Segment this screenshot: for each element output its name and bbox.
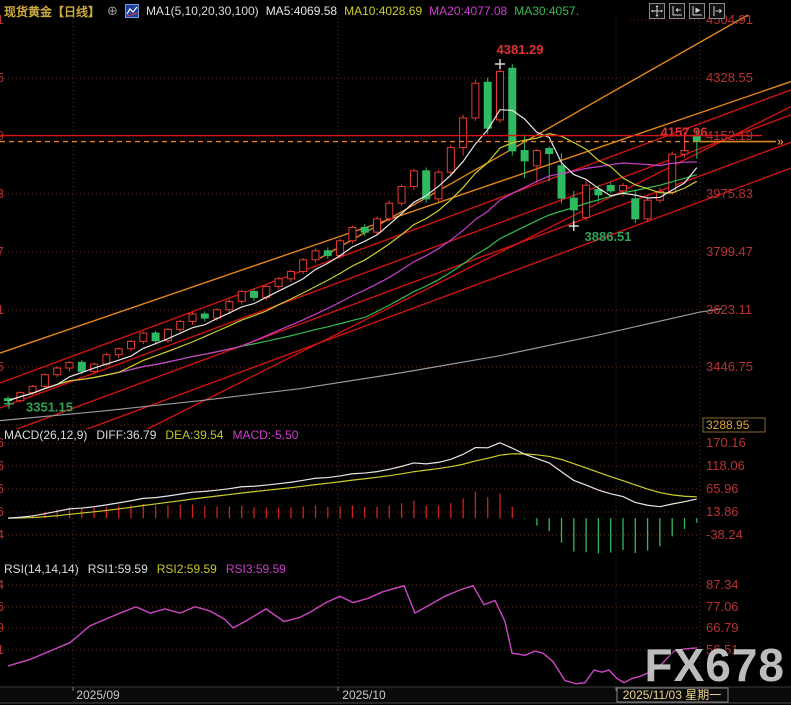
svg-text:3799.47: 3799.47 <box>706 244 753 259</box>
chart-style-icon[interactable] <box>124 4 139 18</box>
svg-text:66.79: 66.79 <box>706 620 739 635</box>
chart-toolbar <box>649 3 725 19</box>
ma30-value: MA30:4057. <box>514 4 579 18</box>
svg-text:56.51: 56.51 <box>706 642 739 657</box>
svg-text:13.86: 13.86 <box>0 504 4 519</box>
svg-text:3446.75: 3446.75 <box>706 359 753 374</box>
svg-text:87.34: 87.34 <box>0 577 4 592</box>
macd-macd-value: MACD:-5.50 <box>232 428 299 442</box>
ma10-value: MA10:4028.69 <box>344 4 423 18</box>
pan-left-icon[interactable] <box>669 3 685 19</box>
svg-text:2025/11/03 星期一: 2025/11/03 星期一 <box>623 688 722 702</box>
svg-text:»: » <box>777 135 784 149</box>
svg-text:2025/09: 2025/09 <box>76 688 120 702</box>
svg-text:-38.24: -38.24 <box>706 527 743 542</box>
exit-right-icon[interactable] <box>709 3 725 19</box>
svg-text:77.06: 77.06 <box>0 599 4 614</box>
header-title: 现货黄金【日线】 <box>4 3 100 20</box>
rsi-title[interactable]: RSI(14,14,14) <box>4 562 79 576</box>
svg-text:65.96: 65.96 <box>706 481 739 496</box>
svg-text:4152.19: 4152.19 <box>706 128 753 143</box>
pan-right-icon[interactable] <box>689 3 705 19</box>
macd-title[interactable]: MACD(26,12,9) <box>4 428 88 442</box>
svg-text:66.79: 66.79 <box>0 620 4 635</box>
svg-text:4504.91: 4504.91 <box>0 12 4 27</box>
svg-text:4152.19: 4152.19 <box>0 128 4 143</box>
symbol-title: 现货黄金 <box>4 4 53 19</box>
rsi1-value: RSI1:59.59 <box>87 562 148 576</box>
move-tool-icon[interactable] <box>649 3 665 19</box>
svg-text:-38.24: -38.24 <box>0 527 4 542</box>
svg-text:3799.47: 3799.47 <box>0 244 4 259</box>
svg-text:4381.29: 4381.29 <box>497 42 544 57</box>
svg-text:65.96: 65.96 <box>0 481 4 496</box>
ma-settings-label[interactable]: MA1(5,10,20,30,100) <box>145 4 259 18</box>
svg-text:170.16: 170.16 <box>0 435 4 450</box>
ma5-value: MA5:4069.58 <box>265 4 338 18</box>
period-label: 【日线】 <box>52 4 101 19</box>
add-favorite-icon[interactable]: ⊕ <box>107 3 118 18</box>
macd-legend: MACD(26,12,9) DIFF:36.79 DEA:39.54 MACD:… <box>4 428 298 442</box>
rsi-legend: RSI(14,14,14) RSI1:59.59 RSI2:59.59 RSI3… <box>4 562 286 576</box>
svg-text:4328.55: 4328.55 <box>0 70 4 85</box>
svg-text:3975.83: 3975.83 <box>706 186 753 201</box>
svg-text:3446.75: 3446.75 <box>0 359 4 374</box>
macd-dea-value: DEA:39.54 <box>165 428 224 442</box>
svg-text:87.34: 87.34 <box>706 577 739 592</box>
rsi2-value: RSI2:59.59 <box>156 562 217 576</box>
fx678-watermark: FX678 <box>644 639 785 691</box>
ma20-value: MA20:4077.08 <box>429 4 508 18</box>
svg-text:4328.55: 4328.55 <box>706 70 753 85</box>
svg-text:3351.15: 3351.15 <box>26 399 73 414</box>
chart-header: 现货黄金【日线】 ⊕ MA1(5,10,20,30,100) MA5:4069.… <box>4 2 579 20</box>
svg-text:3975.83: 3975.83 <box>0 186 4 201</box>
svg-text:170.16: 170.16 <box>706 435 746 450</box>
svg-text:3288.95: 3288.95 <box>706 418 750 432</box>
svg-text:118.06: 118.06 <box>0 458 4 473</box>
svg-text:56.51: 56.51 <box>0 642 4 657</box>
svg-text:4157.96: 4157.96 <box>661 125 708 140</box>
macd-diff-value: DIFF:36.79 <box>96 428 157 442</box>
svg-text:118.06: 118.06 <box>706 458 745 473</box>
svg-text:2025/10: 2025/10 <box>342 688 386 702</box>
svg-text:3623.11: 3623.11 <box>706 302 752 317</box>
rsi3-value: RSI3:59.59 <box>225 562 286 576</box>
svg-text:3886.51: 3886.51 <box>585 229 632 244</box>
svg-text:13.86: 13.86 <box>706 504 739 519</box>
svg-text:77.06: 77.06 <box>706 599 739 614</box>
svg-text:3623.11: 3623.11 <box>0 302 4 317</box>
